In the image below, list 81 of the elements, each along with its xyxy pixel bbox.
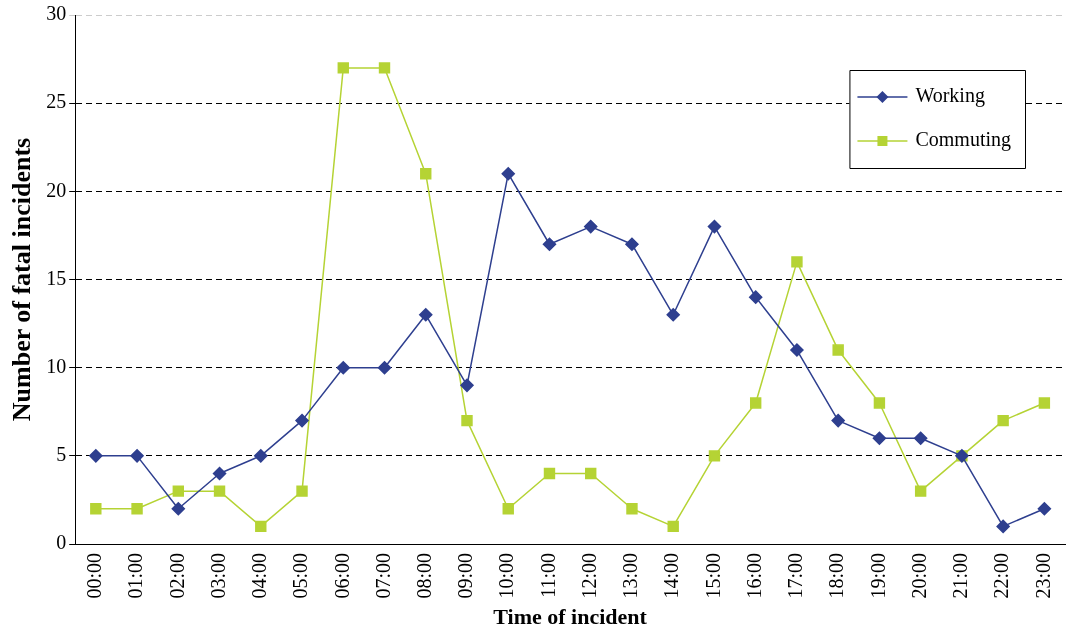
y-tick-label: 10: [46, 354, 67, 377]
point: [708, 450, 721, 462]
x-tick-label: 09:00: [454, 553, 477, 599]
point: [1038, 397, 1051, 409]
x-tick-label: 18:00: [825, 553, 848, 599]
x-tick-label: 10:00: [495, 553, 518, 599]
point: [872, 431, 887, 445]
y-tick-label: 0: [56, 531, 67, 554]
point: [460, 378, 474, 393]
point: [667, 520, 679, 533]
point: [625, 237, 639, 251]
y-axis-title: Number of fatal incidents: [7, 137, 37, 422]
x-tick-label: 05:00: [289, 553, 312, 599]
x-tick-label: 11:00: [536, 553, 559, 598]
point: [419, 308, 433, 322]
point: [377, 360, 392, 375]
point: [543, 467, 556, 480]
point: [626, 503, 638, 515]
point: [378, 62, 391, 74]
point: [791, 256, 803, 268]
x-tick-label: 15:00: [701, 553, 724, 599]
x-tick-label: 00:00: [83, 553, 106, 599]
point: [997, 414, 1009, 427]
point: [461, 414, 473, 427]
x-tick-label: 01:00: [124, 553, 147, 599]
point: [914, 485, 927, 497]
y-tick-label: 25: [46, 90, 67, 113]
point: [913, 431, 928, 445]
point: [666, 308, 680, 322]
point: [296, 485, 308, 497]
x-tick-label: 08:00: [413, 553, 435, 599]
x-tick-label: 12:00: [577, 553, 600, 599]
point: [89, 449, 103, 463]
legend-label: Commuting: [915, 128, 1012, 152]
x-tick-label: 13:00: [619, 553, 642, 599]
x-tick-label: 03:00: [206, 553, 229, 599]
y-tick-label: 20: [46, 178, 67, 201]
point: [501, 166, 515, 181]
x-tick-label: 23:00: [1031, 553, 1054, 599]
x-tick-label: 19:00: [866, 553, 889, 599]
point: [420, 168, 432, 180]
y-tick-label: 5: [56, 443, 67, 466]
y-tick-label: 15: [46, 266, 67, 289]
x-tick-label: 21:00: [949, 553, 972, 599]
point: [790, 343, 804, 357]
x-tick-label: 07:00: [371, 553, 394, 599]
point: [585, 467, 597, 480]
point: [213, 485, 226, 497]
point: [996, 519, 1010, 534]
point: [337, 62, 349, 74]
x-tick-label: 17:00: [784, 553, 807, 599]
x-tick-label: 04:00: [248, 553, 271, 599]
point: [336, 360, 351, 375]
point: [295, 413, 309, 428]
point: [748, 290, 763, 304]
point: [254, 449, 268, 463]
x-tick-label: 14:00: [660, 553, 683, 599]
point: [832, 344, 844, 356]
legend-label: Working: [915, 84, 985, 108]
point: [749, 397, 762, 409]
y-tick-label: 30: [46, 2, 67, 25]
x-tick-label: 02:00: [165, 553, 188, 599]
x-axis-title: Time of incident: [493, 604, 648, 630]
point: [707, 219, 722, 234]
point: [171, 502, 186, 516]
x-tick-label: 16:00: [742, 553, 765, 599]
x-tick-label: 22:00: [990, 553, 1013, 599]
point: [873, 397, 886, 409]
point: [90, 503, 102, 515]
x-tick-label: 06:00: [330, 553, 353, 599]
point: [212, 466, 227, 481]
point: [583, 219, 598, 234]
point: [131, 503, 143, 515]
point: [542, 237, 557, 251]
point: [831, 413, 845, 428]
point: [172, 485, 184, 497]
point: [255, 520, 267, 533]
x-tick-label: 20:00: [907, 553, 930, 599]
point: [1037, 502, 1052, 516]
point: [130, 449, 144, 463]
point: [502, 503, 514, 515]
